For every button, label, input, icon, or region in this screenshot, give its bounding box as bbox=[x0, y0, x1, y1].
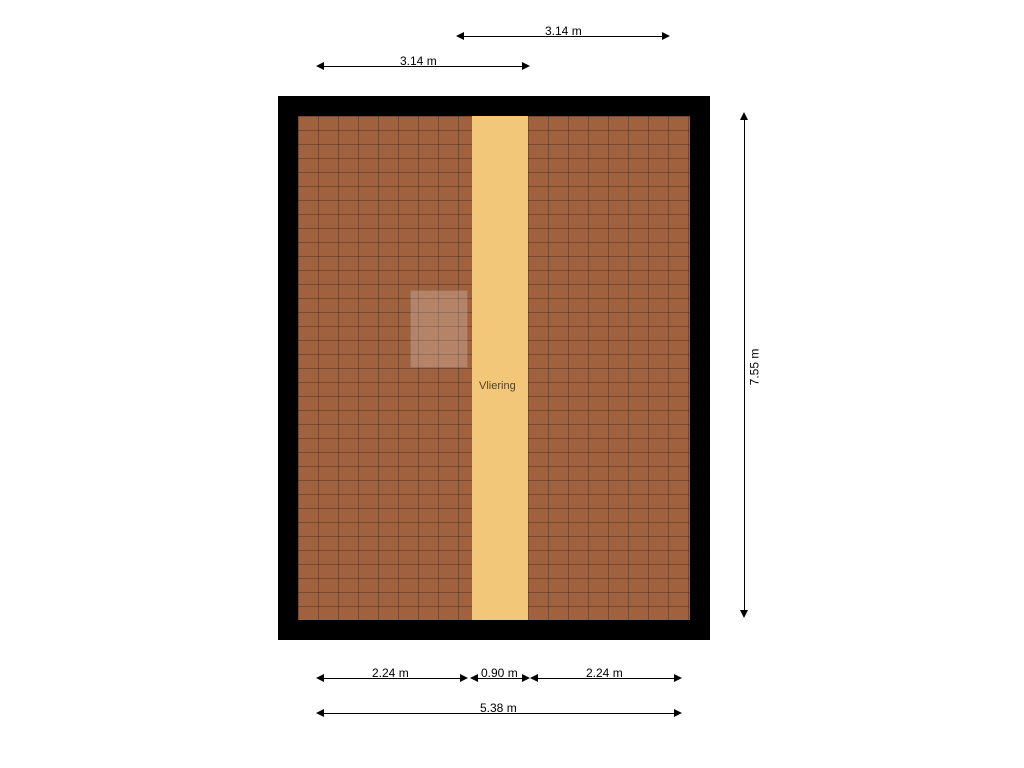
room-label: Vliering bbox=[479, 380, 516, 392]
dim-top1-arrow-left bbox=[316, 62, 324, 70]
vliering-strip bbox=[472, 116, 528, 620]
dim-bottom2-arrow-right bbox=[522, 674, 530, 682]
dim-top2-label: 3.14 m bbox=[545, 24, 582, 38]
dim-right-arrow-bottom bbox=[740, 610, 748, 618]
dim-bottom-total-arrow-left bbox=[316, 709, 324, 717]
dim-bottom3-arrow-right bbox=[674, 674, 682, 682]
dim-bottom2-arrow-left bbox=[470, 674, 478, 682]
floorplan-canvas: Vliering 3.14 m 3.14 m 7.55 m 2.24 m 0.9… bbox=[0, 0, 1024, 768]
dim-top2-arrow-left bbox=[456, 32, 464, 40]
dim-right-label: 7.55 m bbox=[747, 349, 761, 386]
dim-bottom-total-label: 5.38 m bbox=[480, 701, 517, 715]
dim-bottom1-arrow-right bbox=[460, 674, 468, 682]
roof-tiles-right bbox=[528, 116, 690, 620]
skylight-panel bbox=[410, 290, 468, 368]
dim-top2-arrow-right bbox=[662, 32, 670, 40]
dim-right-line bbox=[744, 120, 745, 610]
dim-top1-arrow-right bbox=[522, 62, 530, 70]
dim-bottom-total-arrow-right bbox=[674, 709, 682, 717]
dim-right-arrow-top bbox=[740, 112, 748, 120]
dim-bottom1-label: 2.24 m bbox=[372, 666, 409, 680]
dim-bottom2-label: 0.90 m bbox=[481, 666, 518, 680]
dim-bottom3-arrow-left bbox=[530, 674, 538, 682]
roof-tiles-left bbox=[298, 116, 472, 620]
dim-bottom3-label: 2.24 m bbox=[586, 666, 623, 680]
dim-bottom1-arrow-left bbox=[316, 674, 324, 682]
dim-top1-label: 3.14 m bbox=[400, 54, 437, 68]
